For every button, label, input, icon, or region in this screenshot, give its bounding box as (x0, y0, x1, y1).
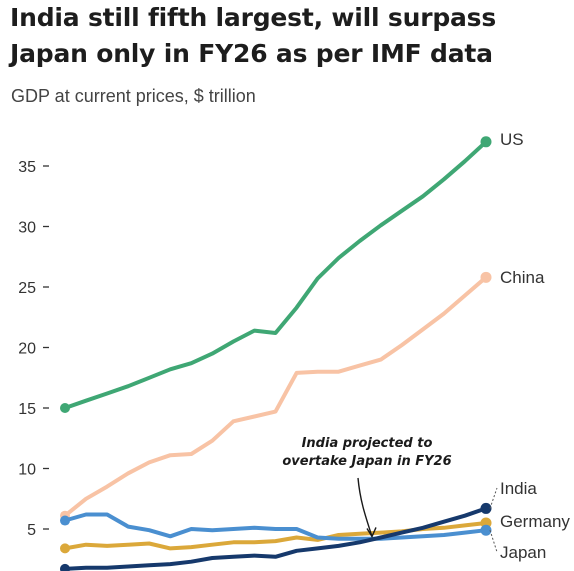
series-label-us: US (500, 130, 524, 149)
annotation-arrow (357, 477, 373, 537)
label-leader-japan (489, 530, 498, 553)
y-tick-label: 25 (18, 280, 36, 297)
annotation-text-line: overtake Japan in FY26 (282, 454, 451, 469)
series-line-us (63, 139, 488, 410)
label-leader-india (489, 487, 498, 509)
y-tick-label: 5 (27, 522, 36, 539)
y-tick-label: 10 (18, 462, 36, 479)
chart-subtitle: GDP at current prices, $ trillion (11, 86, 256, 106)
y-tick-label: 35 (18, 159, 36, 176)
series-label-germany: Germany (500, 512, 570, 531)
y-tick-label: 20 (18, 341, 36, 358)
annotation-arrowhead (366, 527, 377, 538)
y-tick-label: 30 (18, 220, 36, 237)
series-end-point-india (480, 502, 492, 514)
y-axis: 5 10 15 20 25 30 35 (18, 159, 49, 539)
series-line-japan (63, 512, 488, 541)
series-start-point-us (60, 403, 70, 413)
series-label-china: China (500, 268, 545, 287)
series-label-japan: Japan (500, 543, 546, 562)
annotation-text-line: India projected to (302, 436, 433, 451)
chart-title: India still fifth largest, will surpass … (10, 3, 497, 68)
series-end-point-us (480, 136, 492, 148)
series-start-point-japan (60, 515, 70, 526)
series-label-india: India (500, 479, 537, 498)
annotation-group: India projected to overtake Japan in FY26 (282, 436, 452, 538)
series-start-point-germany (60, 543, 70, 554)
series-lines (60, 136, 492, 571)
series-line-india (63, 506, 488, 571)
series-end-point-china (480, 271, 492, 283)
y-tick-label: 15 (18, 401, 36, 418)
series-start-point-india (60, 563, 70, 571)
series-line-china (63, 275, 488, 518)
series-labels: US China India Germany Japan (489, 130, 570, 562)
series-end-point-japan (480, 524, 492, 536)
